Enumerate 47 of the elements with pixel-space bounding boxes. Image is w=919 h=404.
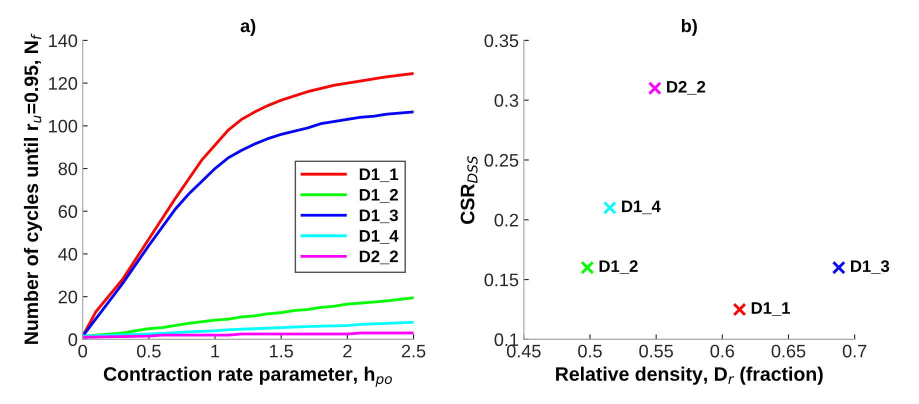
x-tick-label: 0.65 — [772, 344, 806, 358]
point — [832, 260, 846, 274]
y-tick-label: 20 — [58, 290, 78, 304]
y-tick-label: 0.3 — [494, 94, 518, 107]
chart-title: a) — [240, 18, 256, 36]
y-tick-label: 0.15 — [484, 274, 518, 286]
x-tick-label: 0 — [78, 344, 88, 358]
x-tick-label: 0.5 — [578, 344, 602, 358]
chart-title: b) — [682, 18, 697, 36]
y-tick-label: 0.1 — [494, 333, 518, 346]
x-tick-label: 0.5 — [137, 344, 161, 358]
legend-label: D2_2 — [360, 250, 398, 264]
x-axis-title: Contraction rate parameter, h$_{po}$ — [104, 366, 392, 387]
series-label: D1_2 — [600, 260, 638, 274]
y-axis-title: Number of cycles until r$_{u}$=0.95, N$_{f}$ — [24, 34, 42, 344]
point — [580, 260, 594, 274]
series-label: D2_2 — [667, 80, 706, 95]
y-tick-label: 100 — [49, 120, 78, 133]
x-tick-label: 1.5 — [270, 344, 294, 358]
legend-label: D1_1 — [360, 168, 398, 182]
x-tick-label: 2 — [343, 344, 352, 358]
y-tick-label: 60 — [58, 205, 78, 218]
y-tick-label: 0.25 — [484, 154, 518, 167]
legend-label: D1_2 — [360, 188, 398, 203]
x-tick-label: 0.6 — [710, 344, 734, 358]
point — [732, 302, 746, 316]
legend-label: D1_4 — [360, 230, 398, 244]
y-tick-label: 40 — [58, 248, 78, 261]
y-tick-label: 0.2 — [494, 214, 518, 226]
point — [648, 81, 662, 96]
x-tick-label: 0.45 — [506, 344, 541, 358]
y-tick-label: 0.35 — [484, 34, 518, 48]
x-tick-label: 0.7 — [842, 344, 866, 358]
x-tick-label: 0.55 — [639, 344, 673, 358]
series-label: D1_1 — [752, 302, 790, 316]
y-tick-label: 120 — [49, 77, 78, 90]
y-axis-title: CSR$_{DSS}$ — [460, 156, 478, 224]
legend-label: D1_3 — [360, 209, 398, 224]
point — [603, 201, 617, 215]
y-tick-label: 80 — [58, 162, 78, 176]
y-tick-label: 0 — [68, 333, 78, 346]
x-tick-label: 2.5 — [402, 344, 426, 358]
x-axis-title: Relative density, D$_{r}$ (fraction) — [556, 366, 823, 385]
series-label: D1_3 — [851, 260, 890, 274]
series-label: D1_4 — [622, 200, 661, 214]
y-tick-label: 140 — [49, 34, 78, 48]
x-tick-label: 1 — [211, 344, 220, 358]
